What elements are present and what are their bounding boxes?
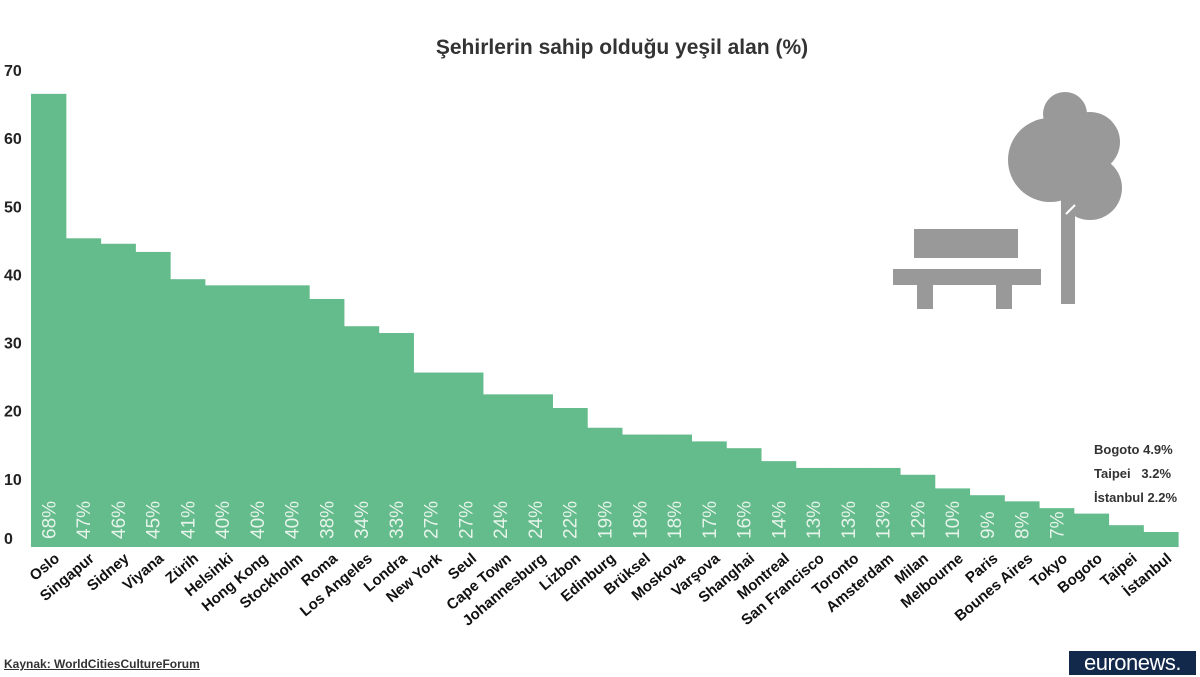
tree-icon xyxy=(1008,92,1122,304)
data-label: 22% xyxy=(561,501,582,539)
data-label: 7% xyxy=(1047,511,1068,539)
bar xyxy=(656,434,692,547)
data-label: 8% xyxy=(1013,511,1034,539)
annotation-taipei: Taipei 3.2% xyxy=(1094,466,1172,481)
data-label: 38% xyxy=(317,501,338,539)
annotation-istanbul: İstanbul 2.2% xyxy=(1094,490,1178,505)
data-label: 10% xyxy=(943,501,964,539)
data-label: 14% xyxy=(769,501,790,539)
bar xyxy=(691,441,727,547)
bar xyxy=(309,298,345,547)
data-label: 45% xyxy=(144,501,165,539)
annotation-box: Bogoto 4.9% Taipei 3.2% İstanbul 2.2% xyxy=(1094,442,1178,505)
data-label: 9% xyxy=(978,511,999,539)
bar xyxy=(204,285,241,547)
bar xyxy=(343,326,380,547)
bar xyxy=(448,372,484,547)
bar xyxy=(170,279,206,547)
bar xyxy=(760,461,797,547)
data-label: 13% xyxy=(804,501,825,539)
bar xyxy=(413,372,449,547)
bar xyxy=(552,407,588,547)
bar xyxy=(969,495,1005,547)
bar xyxy=(482,394,519,547)
data-label: 40% xyxy=(248,501,269,539)
bar xyxy=(726,448,762,547)
park-bench-icon xyxy=(893,229,1041,309)
bar xyxy=(934,488,971,547)
bar xyxy=(899,474,936,547)
data-label: 40% xyxy=(283,501,304,539)
y-tick-label: 40 xyxy=(4,267,22,284)
x-axis-labels: OsloSingapurSidneyViyanaZürihHelsinkiHon… xyxy=(27,550,1176,630)
data-label: 27% xyxy=(457,501,478,539)
data-labels: 68% 47% 46% 45% 41% 40% 40% 40% 38% 34% 33% 27% 27% 2… xyxy=(39,501,1068,539)
data-label: 27% xyxy=(422,501,443,539)
data-label: 13% xyxy=(874,501,895,539)
data-label: 33% xyxy=(387,501,408,539)
bar xyxy=(1004,501,1040,547)
y-tick-label: 60 xyxy=(4,131,22,148)
bar xyxy=(100,243,136,547)
source-link[interactable]: Kaynak: WorldCitiesCultureForum xyxy=(4,657,200,671)
bar xyxy=(830,467,866,547)
data-label: 34% xyxy=(352,501,373,539)
y-axis: 0 10 20 30 40 50 60 70 xyxy=(4,63,22,548)
bar xyxy=(65,238,102,547)
y-tick-label: 70 xyxy=(4,63,22,80)
data-label: 24% xyxy=(526,501,547,539)
data-label: 17% xyxy=(700,501,721,539)
data-label: 47% xyxy=(74,501,95,539)
bar xyxy=(1108,525,1144,547)
data-label: 12% xyxy=(908,501,929,539)
bar xyxy=(1038,508,1075,547)
data-label: 13% xyxy=(839,501,860,539)
data-label: 46% xyxy=(109,501,130,539)
bar xyxy=(274,285,310,547)
bar xyxy=(239,285,275,547)
bar xyxy=(587,427,623,547)
data-label: 41% xyxy=(178,501,199,539)
bar xyxy=(378,333,414,547)
bar xyxy=(135,251,171,547)
y-tick-label: 0 xyxy=(4,531,13,548)
bar-series xyxy=(31,93,1179,547)
bar xyxy=(1143,532,1179,547)
data-label: 18% xyxy=(630,501,651,539)
y-tick-label: 30 xyxy=(4,336,22,353)
bar xyxy=(865,467,901,547)
bar xyxy=(621,434,658,547)
data-label: 24% xyxy=(491,501,512,539)
data-label: 40% xyxy=(213,501,234,539)
data-label: 68% xyxy=(39,501,60,539)
data-label: 18% xyxy=(665,501,686,539)
bar xyxy=(1073,513,1110,547)
annotation-bogoto: Bogoto 4.9% xyxy=(1094,442,1173,457)
data-label: 19% xyxy=(596,501,617,539)
bar xyxy=(31,93,67,547)
euronews-logo: euronews. xyxy=(1069,651,1196,675)
bar xyxy=(517,394,553,547)
data-label: 16% xyxy=(735,501,756,539)
y-tick-label: 50 xyxy=(4,199,22,216)
y-tick-label: 20 xyxy=(4,404,22,421)
chart-title: Şehirlerin sahip olduğu yeşil alan (%) xyxy=(436,36,808,59)
y-tick-label: 10 xyxy=(4,472,22,489)
bar xyxy=(795,467,832,547)
